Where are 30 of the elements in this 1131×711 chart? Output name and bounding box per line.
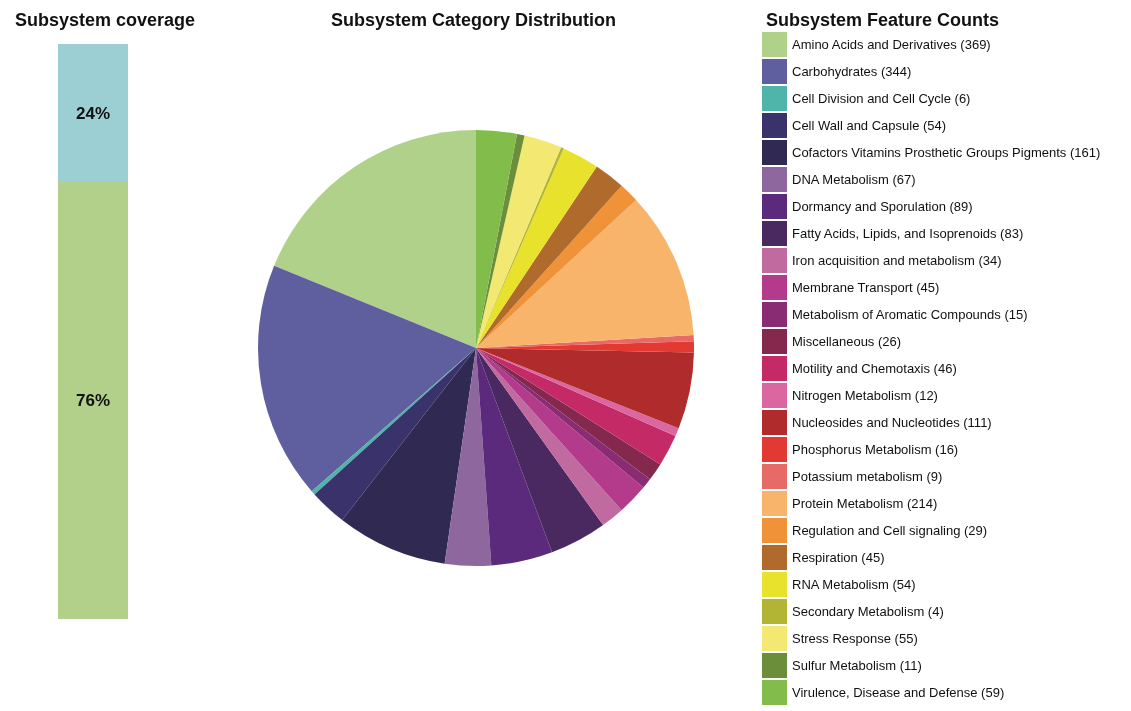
legend-label: Protein Metabolism (214) bbox=[792, 496, 938, 511]
legend-label: Iron acquisition and metabolism (34) bbox=[792, 253, 1002, 268]
legend-label: Phosphorus Metabolism (16) bbox=[792, 442, 959, 457]
chart-title: Subsystem Category Distribution bbox=[331, 10, 617, 30]
legend-label: Cofactors Vitamins Prosthetic Groups Pigments (161) bbox=[792, 145, 1101, 160]
legend-label: Motility and Chemotaxis (46) bbox=[792, 361, 957, 376]
legend-label: Potassium metabolism (9) bbox=[792, 469, 943, 484]
legend-label: Membrane Transport (45) bbox=[792, 280, 940, 295]
chart-title: Subsystem coverage bbox=[15, 10, 196, 30]
legend-label: Cell Division and Cell Cycle (6) bbox=[792, 91, 971, 106]
legend-label: Regulation and Cell signaling (29) bbox=[792, 523, 988, 538]
legend-label: Miscellaneous (26) bbox=[792, 334, 902, 349]
legend-label: Virulence, Disease and Defense (59) bbox=[792, 685, 1005, 700]
legend-label: Nitrogen Metabolism (12) bbox=[792, 388, 938, 403]
legend-title: Subsystem Feature Counts bbox=[766, 10, 1000, 30]
legend-label: Nucleosides and Nucleotides (111) bbox=[792, 415, 992, 430]
legend-label: Dormancy and Sporulation (89) bbox=[792, 199, 973, 214]
data-label: 24% bbox=[75, 103, 111, 123]
legend-label: Respiration (45) bbox=[792, 550, 885, 565]
legend-label: Fatty Acids, Lipids, and Isoprenoids (83) bbox=[792, 226, 1024, 241]
legend-label: Cell Wall and Capsule (54) bbox=[792, 118, 947, 133]
legend-label: Carbohydrates (344) bbox=[792, 64, 912, 79]
legend-label: RNA Metabolism (54) bbox=[792, 577, 916, 592]
legend-label: Stress Response (55) bbox=[792, 631, 918, 646]
data-label: 76% bbox=[75, 391, 111, 410]
legend-label: DNA Metabolism (67) bbox=[792, 172, 916, 187]
legend-label: Secondary Metabolism (4) bbox=[792, 604, 944, 619]
legend-label: Sulfur Metabolism (11) bbox=[792, 658, 922, 673]
legend-label: Metabolism of Aromatic Compounds (15) bbox=[792, 307, 1028, 322]
legend-label: Amino Acids and Derivatives (369) bbox=[792, 37, 991, 52]
